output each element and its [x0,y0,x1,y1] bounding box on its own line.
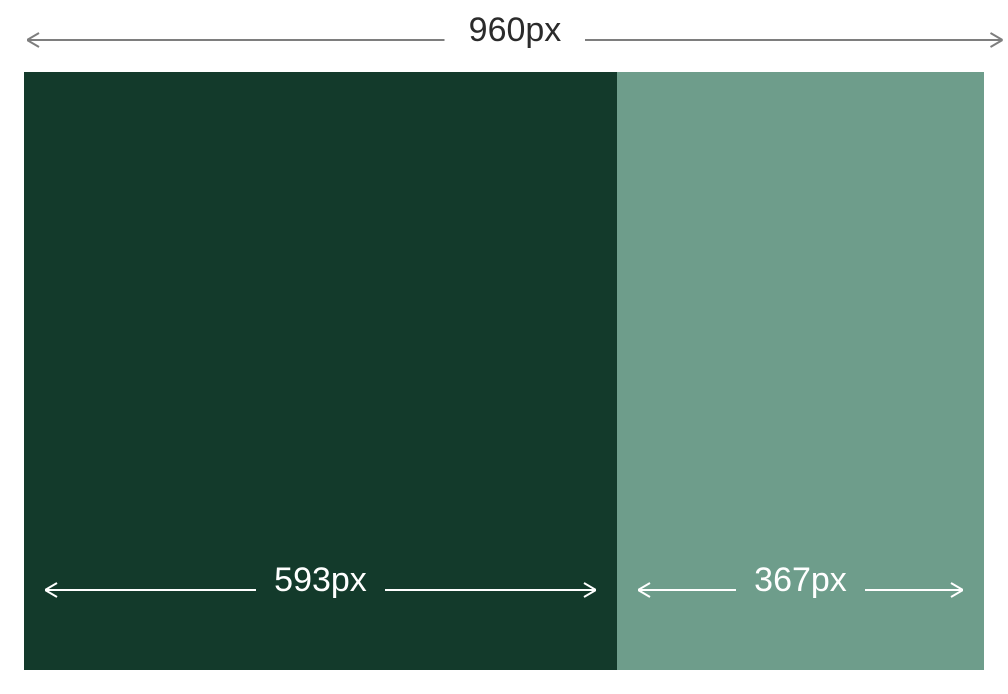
box-left-width-label: 593px [274,561,367,600]
box-right: 367px [617,72,984,670]
box-left: 593px [24,72,617,670]
box-left-dimension: 593px [24,560,617,600]
box-right-dimension: 367px [617,560,984,600]
box-right-width-label: 367px [754,561,847,600]
total-width-label: 960px [469,11,562,50]
layout-diagram: 960px 593px 367px [0,0,1008,694]
total-width-dimension: 960px [24,6,1006,54]
box-row: 593px 367px [24,72,984,670]
